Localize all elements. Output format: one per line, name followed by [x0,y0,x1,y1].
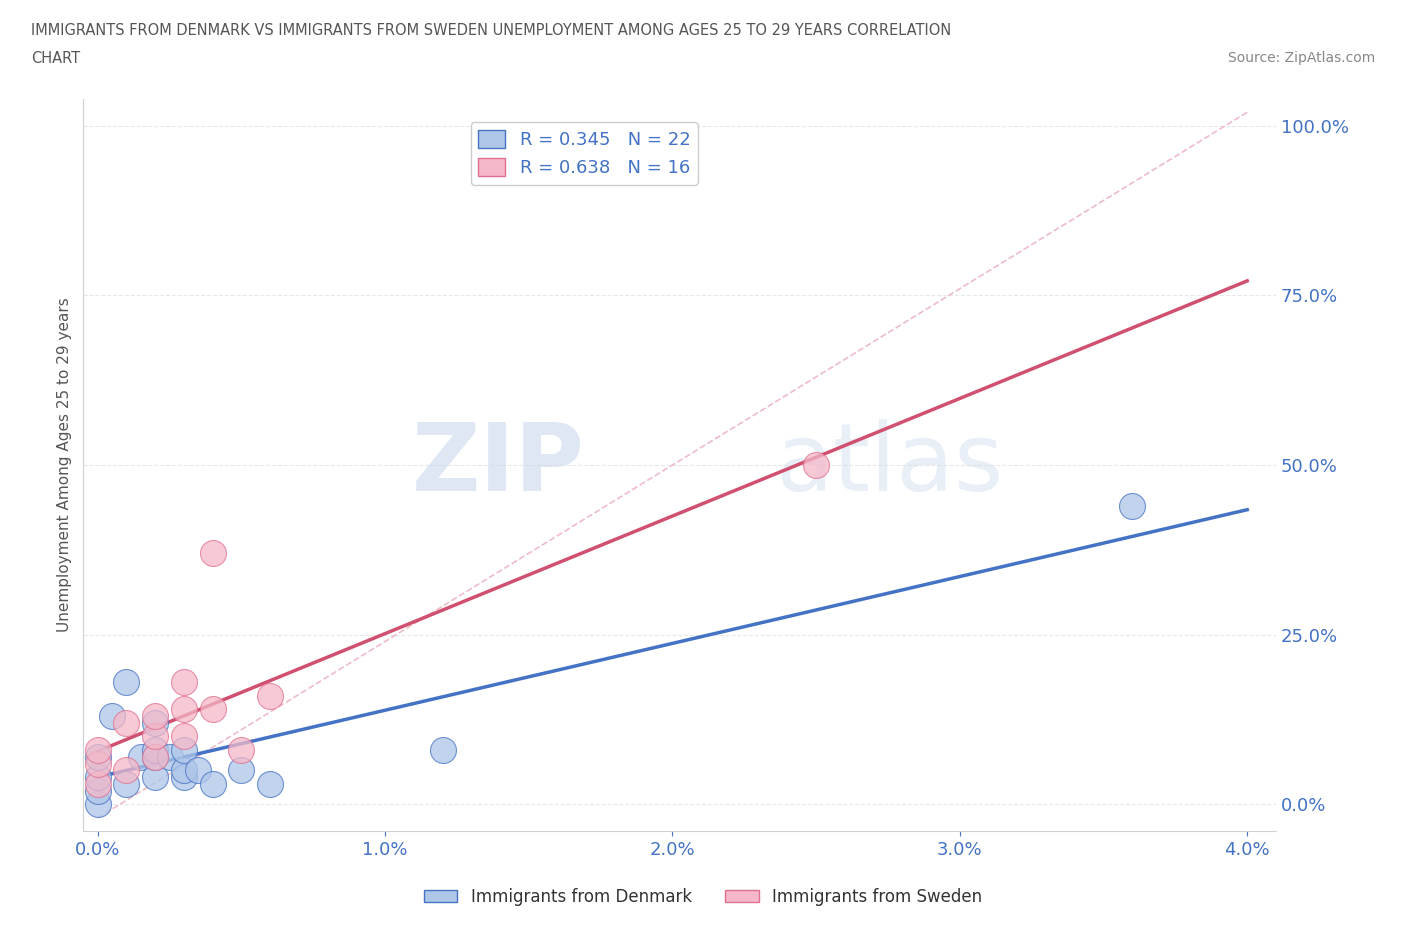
Point [115,715,138,730]
Point [143,743,166,758]
Point [86,756,108,771]
Point [143,715,166,730]
Text: atlas: atlas [775,419,1004,512]
Point [143,750,166,764]
Point [101,709,124,724]
Point [129,750,152,764]
Legend: Immigrants from Denmark, Immigrants from Sweden: Immigrants from Denmark, Immigrants from… [418,881,988,912]
Point [115,675,138,690]
Point [1121,498,1143,513]
Point [143,770,166,785]
Point [143,750,166,764]
Text: CHART: CHART [31,51,80,66]
Point [187,763,209,777]
Point [86,743,108,758]
Point [201,702,224,717]
Point [173,743,195,758]
Point [173,729,195,744]
Point [804,458,827,472]
Point [173,702,195,717]
Point [86,797,108,812]
Point [231,763,253,777]
Y-axis label: Unemployment Among Ages 25 to 29 years: Unemployment Among Ages 25 to 29 years [58,298,72,632]
Point [115,763,138,777]
Point [173,763,195,777]
Point [115,777,138,791]
Point [173,770,195,785]
Point [259,777,281,791]
Point [86,750,108,764]
Point [143,729,166,744]
Text: Source: ZipAtlas.com: Source: ZipAtlas.com [1227,51,1375,65]
Point [86,783,108,798]
Point [173,675,195,690]
Text: IMMIGRANTS FROM DENMARK VS IMMIGRANTS FROM SWEDEN UNEMPLOYMENT AMONG AGES 25 TO : IMMIGRANTS FROM DENMARK VS IMMIGRANTS FR… [31,23,952,38]
Point [259,688,281,703]
Point [201,777,224,791]
Point [86,770,108,785]
Point [86,777,108,791]
Point [231,743,253,758]
Point [143,709,166,724]
Point [201,546,224,561]
Legend: R = 0.345   N = 22, R = 0.638   N = 16: R = 0.345 N = 22, R = 0.638 N = 16 [471,123,697,184]
Point [159,750,181,764]
Text: ZIP: ZIP [412,419,585,512]
Point [432,743,454,758]
